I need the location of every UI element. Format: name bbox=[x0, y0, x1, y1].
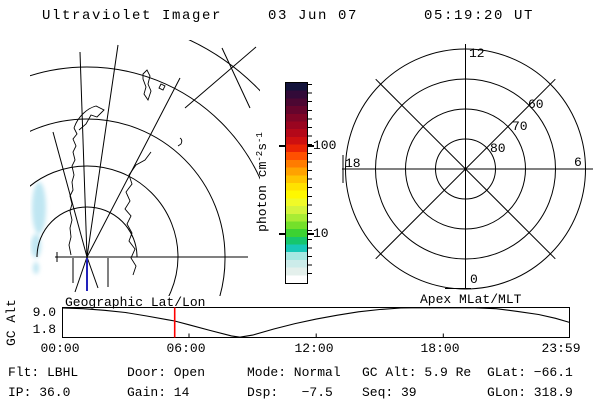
mlt-spokes bbox=[342, 44, 593, 289]
apex-panel-caption: Apex MLat/MLT bbox=[420, 292, 522, 307]
gc-alt-tick-9: 9.0 bbox=[32, 305, 56, 320]
mlt-label-6: 6 bbox=[574, 155, 582, 170]
aurora-patch bbox=[31, 182, 46, 274]
status-mode: Mode: Normal bbox=[247, 365, 341, 380]
gc-alt-tick-1.8: 1.8 bbox=[32, 322, 56, 337]
colorbar-tick-10-left bbox=[279, 233, 286, 235]
status-gain: Gain: 14 bbox=[127, 385, 190, 400]
mlat-ring-label-70: 70 bbox=[512, 119, 528, 134]
status-glon: GLon: 318.9 bbox=[487, 385, 573, 400]
status-door: Door: Open bbox=[127, 365, 206, 380]
coastline bbox=[68, 69, 183, 276]
colorbar-minor-ticks bbox=[308, 84, 312, 281]
xtick-2359: 23:59 bbox=[541, 341, 581, 356]
colorbar-tick-100-left bbox=[279, 145, 286, 147]
colorbar-gradient bbox=[285, 82, 308, 284]
hour-ticks bbox=[188, 333, 444, 338]
strip-chart-frame bbox=[62, 307, 570, 338]
colorbar-tick-10 bbox=[307, 233, 314, 235]
gc-alt-axis-label: GC Alt bbox=[4, 299, 19, 346]
xtick-1800: 18:00 bbox=[420, 341, 460, 356]
header-date: 03 Jun 07 bbox=[268, 8, 359, 24]
status-flt: Flt: LBHL bbox=[8, 365, 79, 380]
status-gc-alt: GC Alt: 5.9 Re bbox=[362, 365, 472, 380]
mlt-label-18: 18 bbox=[345, 156, 361, 171]
status-ip: IP: 36.0 bbox=[8, 385, 71, 400]
geo-panel-caption: Geographic Lat/Lon bbox=[65, 295, 206, 310]
status-glat: GLat: −66.1 bbox=[487, 365, 573, 380]
lon-grid-lines bbox=[52, 44, 257, 293]
xtick-0000: 00:00 bbox=[40, 341, 80, 356]
mlat-ring-label-60: 60 bbox=[528, 97, 544, 112]
xtick-0600: 06:00 bbox=[166, 341, 206, 356]
colorbar-units-label: photon cm-2s-1 bbox=[255, 132, 270, 232]
lat-grid-arcs bbox=[30, 40, 260, 296]
colorbar-tick-100 bbox=[307, 145, 314, 147]
map-baseline bbox=[55, 252, 248, 287]
mlat-ring-label-80: 80 bbox=[490, 141, 506, 156]
colorbar-label-10: 10 bbox=[313, 226, 329, 241]
status-dsp: Dsp: −7.5 bbox=[247, 385, 333, 400]
gc-alt-curve bbox=[62, 307, 570, 338]
colorbar-label-100: 100 bbox=[313, 138, 337, 153]
status-seq: Seq: 39 bbox=[362, 385, 417, 400]
apex-polar-plot: 12 18 6 0 60 70 80 bbox=[342, 44, 593, 290]
mlt-label-0: 0 bbox=[470, 272, 478, 287]
xtick-1200: 12:00 bbox=[294, 341, 334, 356]
app-title: Ultraviolet Imager bbox=[42, 8, 223, 24]
header-time-ut: 05:19:20 UT bbox=[424, 8, 535, 24]
mlt-label-12: 12 bbox=[469, 46, 485, 61]
gc-alt-strip-chart bbox=[62, 307, 570, 338]
geographic-map bbox=[30, 40, 260, 296]
